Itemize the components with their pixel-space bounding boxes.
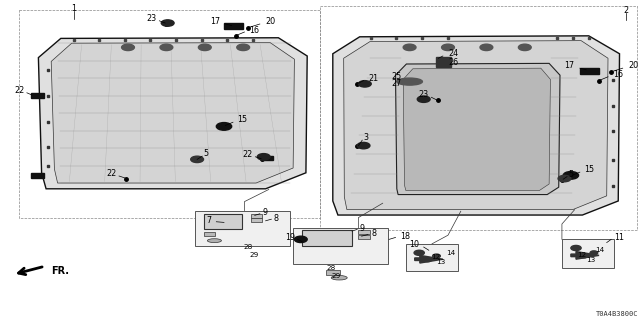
Text: 5: 5 (204, 149, 209, 158)
Bar (562, 239, 614, 268)
Ellipse shape (397, 78, 422, 85)
Text: 29: 29 (332, 273, 340, 279)
Text: 22: 22 (243, 150, 253, 159)
Text: 26: 26 (448, 58, 458, 67)
Text: 16: 16 (613, 70, 623, 79)
Text: 20: 20 (266, 17, 276, 26)
Bar (293, 228, 388, 264)
Text: 15: 15 (584, 165, 594, 174)
Text: 10: 10 (409, 240, 419, 249)
Text: 12: 12 (577, 252, 586, 258)
Circle shape (571, 245, 581, 251)
Bar (358, 235, 370, 239)
Circle shape (216, 123, 232, 130)
Bar (31, 173, 44, 178)
Circle shape (558, 175, 571, 182)
Polygon shape (396, 63, 560, 195)
Bar (224, 23, 243, 29)
Circle shape (480, 44, 493, 51)
Bar (31, 93, 44, 98)
Text: 22: 22 (14, 86, 24, 95)
Circle shape (518, 44, 531, 51)
Text: 25: 25 (392, 72, 402, 81)
Bar (406, 244, 458, 271)
Bar (204, 214, 242, 229)
Text: 2: 2 (623, 6, 628, 15)
FancyArrow shape (571, 252, 599, 259)
Text: 16: 16 (250, 26, 260, 35)
Text: 1: 1 (71, 4, 76, 13)
Text: 3: 3 (364, 133, 369, 142)
Text: 13: 13 (436, 260, 445, 265)
Circle shape (357, 142, 370, 149)
Text: 23: 23 (147, 14, 157, 23)
Text: 8: 8 (371, 229, 376, 238)
Text: 24: 24 (448, 49, 458, 58)
Circle shape (257, 154, 270, 160)
Circle shape (358, 81, 371, 87)
Bar (326, 270, 340, 275)
Circle shape (122, 44, 134, 51)
Text: 22: 22 (106, 169, 116, 178)
Text: FR.: FR. (51, 266, 69, 276)
Text: 14: 14 (595, 247, 604, 253)
Polygon shape (51, 43, 294, 183)
Text: 9: 9 (360, 224, 365, 233)
Text: 23: 23 (419, 90, 429, 99)
Polygon shape (403, 68, 550, 190)
Bar (251, 214, 262, 218)
FancyArrow shape (415, 255, 443, 263)
Circle shape (433, 254, 440, 258)
Text: 9: 9 (262, 208, 268, 217)
Bar (261, 156, 273, 160)
Bar (436, 57, 451, 67)
Text: 20: 20 (628, 61, 639, 70)
Ellipse shape (207, 239, 221, 243)
Circle shape (414, 250, 424, 255)
Polygon shape (344, 41, 608, 210)
Text: 19: 19 (285, 233, 296, 242)
Text: 11: 11 (614, 233, 625, 242)
Bar (195, 211, 290, 246)
Circle shape (417, 96, 430, 102)
Text: 29: 29 (250, 252, 259, 258)
Bar (358, 230, 370, 234)
Text: 7: 7 (206, 216, 211, 225)
Text: 27: 27 (392, 79, 402, 88)
Circle shape (160, 44, 173, 51)
Ellipse shape (332, 276, 348, 280)
Text: 15: 15 (237, 115, 247, 124)
Circle shape (161, 20, 174, 26)
Circle shape (424, 258, 431, 262)
Circle shape (198, 44, 211, 51)
Text: 28: 28 (243, 244, 252, 250)
Circle shape (403, 44, 416, 51)
Bar (580, 68, 599, 74)
Circle shape (580, 254, 588, 258)
Text: 12: 12 (431, 254, 440, 260)
Text: 28: 28 (326, 265, 335, 271)
Text: 17: 17 (564, 61, 575, 70)
Text: 13: 13 (586, 258, 595, 263)
Text: 8: 8 (274, 214, 279, 223)
Circle shape (191, 156, 204, 163)
Bar (251, 218, 262, 222)
Text: 14: 14 (446, 250, 455, 256)
Text: 5: 5 (568, 170, 573, 179)
Polygon shape (38, 38, 307, 189)
Text: 17: 17 (210, 17, 220, 26)
Text: T0A4B3800C: T0A4B3800C (596, 311, 639, 316)
Bar (302, 230, 352, 246)
Circle shape (590, 251, 598, 255)
Text: 18: 18 (400, 232, 410, 241)
Circle shape (294, 236, 307, 243)
Polygon shape (333, 36, 620, 215)
Circle shape (442, 44, 454, 51)
Bar (204, 232, 215, 236)
Text: 21: 21 (368, 74, 378, 83)
Circle shape (237, 44, 250, 51)
Circle shape (563, 172, 579, 179)
